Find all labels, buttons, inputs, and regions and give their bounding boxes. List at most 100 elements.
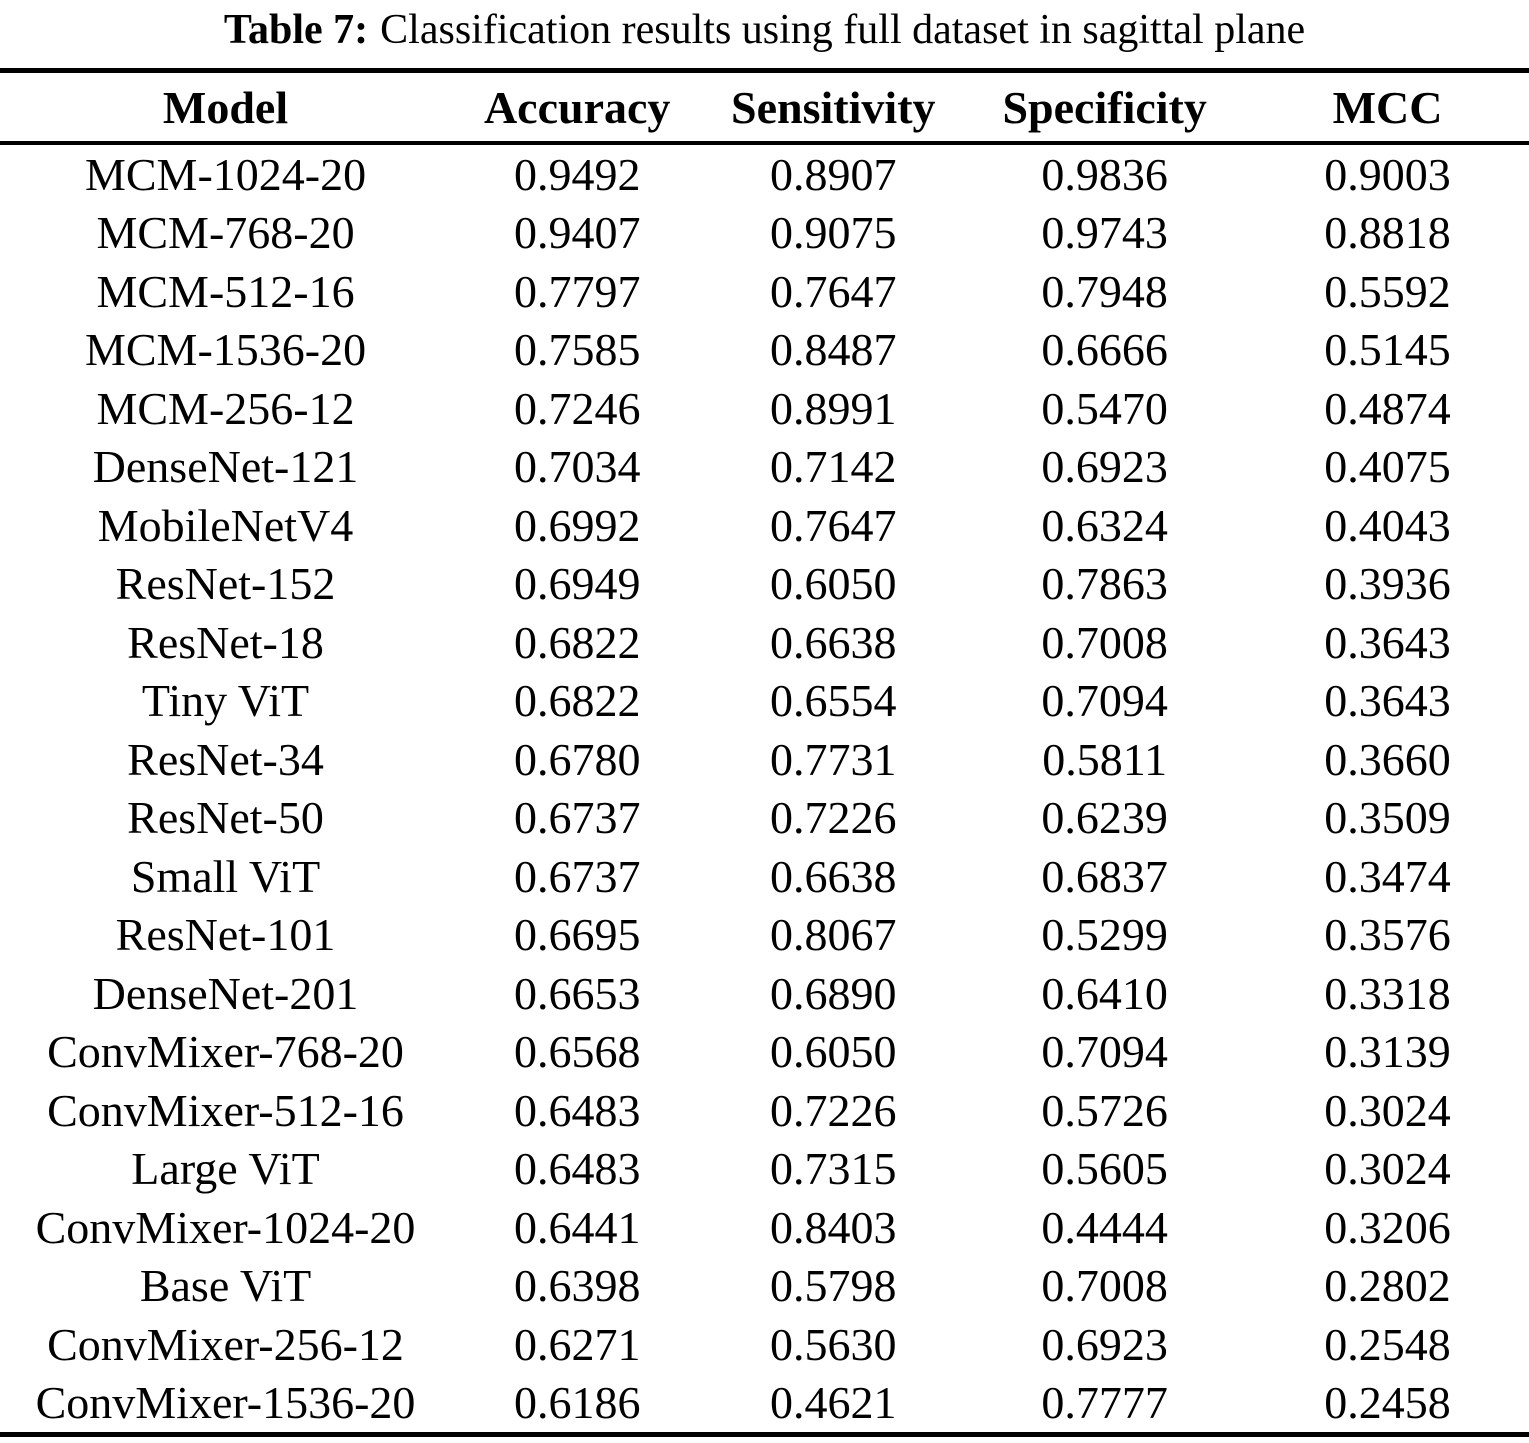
table-header-row: Model Accuracy Sensitivity Specificity M…: [0, 70, 1529, 145]
table-row: MCM-512-16 0.7797 0.7647 0.7948 0.5592: [0, 262, 1529, 321]
sensitivity-cell: 0.7226: [770, 792, 897, 844]
table-body: MCM-1024-20 0.9492 0.8907 0.9836 0.9003 …: [0, 143, 1529, 1435]
table-row: DenseNet-201 0.6653 0.6890 0.6410 0.3318: [0, 964, 1529, 1023]
model-cell: ConvMixer-1024-20: [35, 1201, 416, 1253]
accuracy-cell: 0.6568: [513, 1026, 641, 1078]
table-row: ResNet-152 0.6949 0.6050 0.7863 0.3936: [0, 555, 1529, 614]
table-row: Base ViT 0.6398 0.5798 0.7008 0.2802: [0, 1257, 1529, 1316]
sensitivity-cell: 0.5630: [770, 1318, 897, 1370]
model-cell: ConvMixer-768-20: [47, 1026, 404, 1078]
accuracy-cell: 0.7797: [513, 265, 641, 317]
column-header-sensitivity: Sensitivity: [703, 70, 964, 145]
sensitivity-cell: 0.7731: [770, 733, 897, 785]
mcc-cell: 0.4043: [1324, 499, 1451, 551]
accuracy-cell: 0.9407: [513, 207, 641, 259]
table-caption: Table 7: Classification results using ful…: [0, 0, 1529, 68]
mcc-cell: 0.9003: [1324, 148, 1451, 200]
mcc-cell: 0.4075: [1324, 441, 1451, 493]
table-row: ResNet-101 0.6695 0.8067 0.5299 0.3576: [0, 906, 1529, 965]
accuracy-cell: 0.7246: [513, 382, 641, 434]
mcc-cell: 0.3474: [1324, 850, 1451, 902]
accuracy-cell: 0.6483: [513, 1084, 641, 1136]
model-cell: Base ViT: [139, 1260, 312, 1312]
mcc-cell: 0.3206: [1324, 1201, 1451, 1253]
table-row: ConvMixer-256-12 0.6271 0.5630 0.6923 0.…: [0, 1315, 1529, 1374]
sensitivity-cell: 0.8991: [770, 382, 897, 434]
specificity-cell: 0.9836: [1041, 148, 1168, 200]
sensitivity-cell: 0.7647: [770, 499, 897, 551]
accuracy-cell: 0.7034: [513, 441, 641, 493]
specificity-cell: 0.7008: [1041, 616, 1168, 668]
mcc-cell: 0.4874: [1324, 382, 1451, 434]
sensitivity-cell: 0.8907: [770, 148, 897, 200]
specificity-cell: 0.7863: [1041, 558, 1168, 610]
model-cell: ResNet-101: [115, 909, 336, 961]
specificity-cell: 0.4444: [1041, 1201, 1168, 1253]
sensitivity-cell: 0.9075: [770, 207, 897, 259]
model-cell: ResNet-50: [127, 792, 324, 844]
table-row: ConvMixer-1024-20 0.6441 0.8403 0.4444 0…: [0, 1198, 1529, 1257]
sensitivity-cell: 0.5798: [770, 1260, 897, 1312]
mcc-cell: 0.2548: [1324, 1318, 1451, 1370]
sensitivity-cell: 0.6554: [770, 675, 897, 727]
sensitivity-cell: 0.7315: [770, 1143, 897, 1195]
mcc-cell: 0.3509: [1324, 792, 1451, 844]
mcc-cell: 0.8818: [1324, 207, 1451, 259]
sensitivity-cell: 0.7142: [770, 441, 897, 493]
model-cell: MobileNetV4: [97, 499, 354, 551]
specificity-cell: 0.5299: [1041, 909, 1168, 961]
specificity-cell: 0.7777: [1041, 1377, 1168, 1429]
mcc-cell: 0.3936: [1324, 558, 1451, 610]
specificity-cell: 0.5811: [1042, 733, 1168, 785]
table-row: MobileNetV4 0.6992 0.7647 0.6324 0.4043: [0, 496, 1529, 555]
specificity-cell: 0.7008: [1041, 1260, 1168, 1312]
table-row: Tiny ViT 0.6822 0.6554 0.7094 0.3643: [0, 672, 1529, 731]
caption-text: Classification results using full datase…: [380, 7, 1306, 53]
specificity-cell: 0.5470: [1041, 382, 1168, 434]
accuracy-cell: 0.6737: [513, 792, 641, 844]
accuracy-cell: 0.6992: [513, 499, 641, 551]
specificity-cell: 0.6410: [1041, 967, 1168, 1019]
specificity-cell: 0.6239: [1041, 792, 1168, 844]
model-cell: MCM-512-16: [96, 265, 355, 317]
accuracy-cell: 0.6695: [513, 909, 641, 961]
sensitivity-cell: 0.7226: [770, 1084, 897, 1136]
model-cell: DenseNet-201: [92, 967, 359, 1019]
accuracy-cell: 0.6653: [513, 967, 641, 1019]
accuracy-cell: 0.6271: [513, 1318, 641, 1370]
table-row: MCM-768-20 0.9407 0.9075 0.9743 0.8818: [0, 204, 1529, 263]
sensitivity-cell: 0.6050: [770, 1026, 897, 1078]
column-header-model: Model: [0, 70, 452, 145]
specificity-cell: 0.7094: [1041, 1026, 1168, 1078]
specificity-cell: 0.6923: [1041, 441, 1168, 493]
table-row: Small ViT 0.6737 0.6638 0.6837 0.3474: [0, 847, 1529, 906]
model-cell: ResNet-34: [127, 733, 324, 785]
table-row: DenseNet-121 0.7034 0.7142 0.6923 0.4075: [0, 438, 1529, 497]
specificity-cell: 0.6923: [1041, 1318, 1168, 1370]
mcc-cell: 0.5145: [1324, 324, 1451, 376]
model-cell: MCM-1024-20: [84, 148, 367, 200]
mcc-cell: 0.3139: [1324, 1026, 1451, 1078]
specificity-cell: 0.5605: [1041, 1143, 1168, 1195]
sensitivity-cell: 0.6050: [770, 558, 897, 610]
sensitivity-cell: 0.6638: [770, 850, 897, 902]
accuracy-cell: 0.6441: [513, 1201, 641, 1253]
table-row: MCM-256-12 0.7246 0.8991 0.5470 0.4874: [0, 379, 1529, 438]
table-row: Large ViT 0.6483 0.7315 0.5605 0.3024: [0, 1140, 1529, 1199]
mcc-cell: 0.3643: [1324, 675, 1451, 727]
specificity-cell: 0.6666: [1041, 324, 1168, 376]
accuracy-cell: 0.6186: [513, 1377, 641, 1429]
mcc-cell: 0.2458: [1324, 1377, 1451, 1429]
sensitivity-cell: 0.4621: [770, 1377, 897, 1429]
model-cell: ConvMixer-512-16: [47, 1084, 404, 1136]
accuracy-cell: 0.6737: [513, 850, 641, 902]
table-row: ConvMixer-1536-20 0.6186 0.4621 0.7777 0…: [0, 1374, 1529, 1435]
model-cell: MCM-768-20: [96, 207, 355, 259]
mcc-cell: 0.2802: [1324, 1260, 1451, 1312]
mcc-cell: 0.3660: [1324, 733, 1451, 785]
accuracy-cell: 0.6822: [513, 616, 641, 668]
specificity-cell: 0.5726: [1041, 1084, 1168, 1136]
model-cell: MCM-256-12: [96, 382, 355, 434]
mcc-cell: 0.3318: [1324, 967, 1451, 1019]
